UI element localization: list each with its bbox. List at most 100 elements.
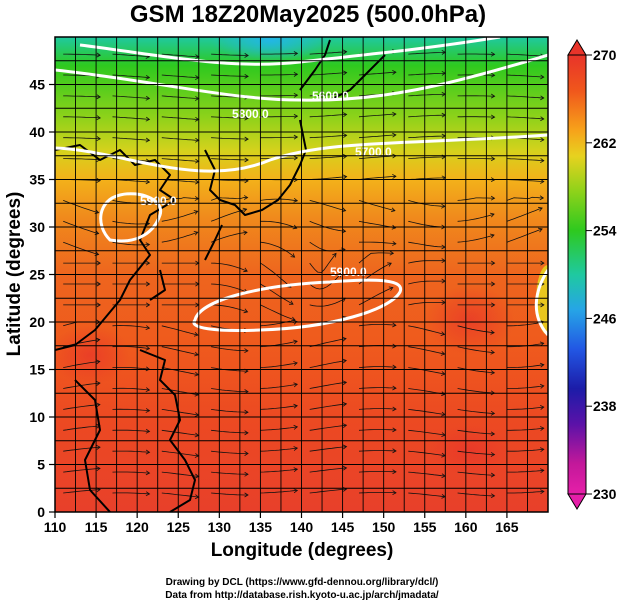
streamline-arrow — [244, 471, 249, 477]
streamline — [408, 346, 445, 355]
streamline-arrow — [145, 137, 151, 143]
streamline — [408, 72, 446, 76]
streamline — [260, 304, 296, 321]
streamline — [161, 179, 199, 183]
contour-5900-ring — [192, 278, 403, 332]
streamline — [161, 53, 199, 58]
streamline-arrow — [293, 382, 298, 388]
streamline-arrow — [145, 325, 151, 330]
x-tick-label: 135 — [249, 519, 273, 535]
streamline-arrow — [490, 370, 496, 375]
streamline — [161, 210, 198, 222]
streamline-arrow — [145, 74, 151, 80]
y-tick-label: 35 — [29, 172, 45, 188]
y-tick-label: 40 — [29, 124, 45, 140]
streamline-arrow — [540, 116, 545, 122]
streamline — [211, 283, 248, 293]
streamline-arrow — [145, 302, 151, 308]
streamline — [506, 207, 543, 222]
x-axis-title: Longitude (degrees) — [211, 540, 394, 561]
streamline — [161, 346, 199, 356]
streamline-arrow — [392, 448, 397, 454]
streamline-arrow — [145, 242, 151, 248]
streamline-arrow — [243, 267, 248, 273]
streamline — [161, 367, 199, 376]
streamline-arrow — [293, 361, 298, 366]
y-tick-label: 20 — [29, 314, 45, 330]
streamline-arrow — [145, 95, 151, 101]
streamline — [112, 471, 150, 474]
streamline-arrow — [293, 113, 299, 119]
contour-label-5700: 5700.0 — [355, 145, 392, 159]
streamline — [408, 429, 446, 436]
streamline — [260, 241, 295, 258]
colorbar-label: 262 — [593, 135, 617, 151]
streamline — [408, 280, 446, 285]
streamline — [112, 408, 150, 412]
streamline — [112, 74, 150, 78]
streamline — [457, 492, 495, 497]
streamline — [506, 158, 544, 162]
streamline-arrow — [540, 74, 545, 80]
streamline-arrow — [392, 132, 397, 138]
streamline-arrow — [95, 337, 101, 343]
streamline — [358, 113, 396, 118]
streamline — [506, 427, 544, 431]
coast-indochina — [74, 379, 111, 512]
x-axis: 110 115 120 125 130 135 140 145 150 155 160 165 — [44, 512, 519, 535]
streamline-arrow — [243, 195, 249, 200]
streamline-arrow — [288, 300, 294, 305]
streamline — [457, 213, 495, 222]
contour-label-5800: 5800.0 — [232, 107, 269, 121]
streamline — [161, 116, 199, 120]
coast-japan — [204, 119, 307, 216]
streamline-arrow — [290, 253, 296, 258]
streamline — [408, 367, 445, 375]
contour-east-edge — [534, 269, 548, 337]
streamline — [358, 324, 396, 327]
streamline-arrow — [145, 281, 151, 287]
streamline-arrow — [490, 410, 496, 416]
streamline — [358, 252, 394, 264]
streamline — [211, 409, 248, 413]
streamline — [457, 409, 495, 414]
coastlines — [55, 39, 386, 512]
streamline — [260, 340, 298, 348]
streamline-arrow — [145, 179, 151, 185]
streamline-arrow — [96, 260, 101, 266]
streamline — [408, 450, 446, 456]
streamline — [161, 95, 199, 99]
streamline — [112, 492, 150, 495]
streamline — [309, 360, 347, 368]
coast-sakhalin — [299, 39, 331, 91]
y-axis: 0 5 10 15 20 25 30 35 40 45 — [29, 77, 55, 520]
y-tick-label: 5 — [37, 457, 45, 473]
coast-asia — [55, 144, 176, 351]
streamline-arrow — [145, 470, 151, 476]
streamline — [309, 446, 347, 452]
streamline-arrow — [490, 302, 496, 308]
streamline — [260, 447, 298, 452]
streamline — [211, 492, 248, 496]
streamline-arrow — [490, 233, 495, 239]
streamline — [506, 469, 544, 473]
streamline-arrow — [490, 329, 495, 335]
streamline-arrow — [145, 200, 151, 206]
streamline-arrow — [96, 281, 101, 287]
streamline-arrow — [490, 156, 496, 162]
streamline — [63, 446, 101, 452]
streamline — [112, 387, 150, 391]
streamline — [457, 367, 495, 374]
coast-philippines — [139, 349, 196, 512]
x-tick-label: 145 — [331, 519, 355, 535]
streamline-arrow — [490, 281, 496, 287]
streamline-arrow — [145, 449, 151, 455]
streamline — [63, 53, 101, 56]
streamline-arrow — [342, 380, 348, 386]
colorbar-body — [567, 54, 587, 495]
streamline-arrow — [244, 136, 249, 142]
streamline-arrow — [387, 262, 392, 267]
x-tick-label: 155 — [413, 519, 437, 535]
streamline — [63, 489, 101, 494]
streamline — [408, 114, 446, 118]
